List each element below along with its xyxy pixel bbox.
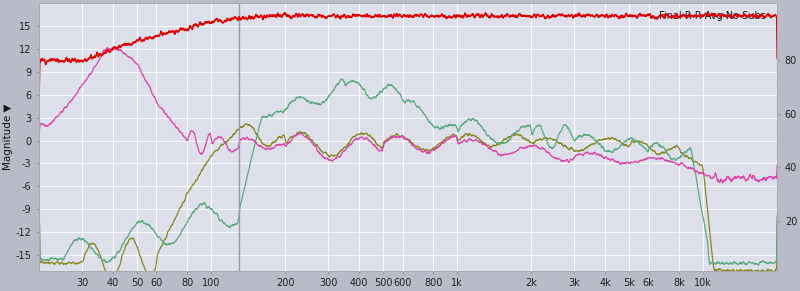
Y-axis label: Magnitude ▼: Magnitude ▼ <box>2 103 13 170</box>
Text: Final R-R Avg No Subs: Final R-R Avg No Subs <box>659 11 766 21</box>
